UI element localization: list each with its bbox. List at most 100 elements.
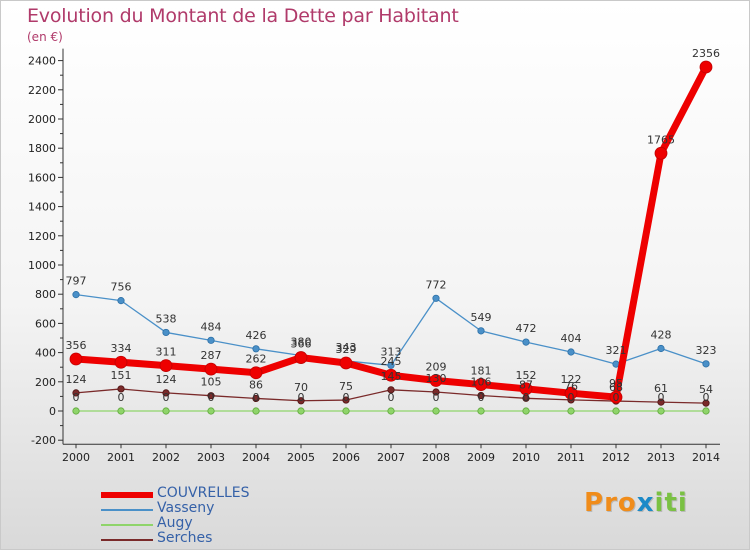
data-point-augy	[162, 407, 170, 415]
legend-label-serches: Serches	[157, 530, 213, 546]
data-point-couvrelles	[699, 60, 713, 74]
data-label-augy: 0	[658, 391, 665, 404]
legend-swatch-augy	[101, 524, 153, 526]
data-point-couvrelles	[159, 359, 173, 372]
data-label-augy: 0	[388, 391, 395, 404]
data-label-serches: 87	[519, 378, 533, 391]
data-point-augy	[207, 407, 215, 415]
y-tick-label: 2200	[28, 84, 56, 97]
data-point-serches	[117, 385, 125, 393]
data-label-augy: 0	[568, 391, 575, 404]
x-tick-label: 2000	[62, 451, 90, 464]
data-label-vasseny: 321	[606, 344, 627, 357]
y-tick-label: 1600	[28, 171, 56, 184]
data-label-serches: 106	[471, 376, 492, 389]
x-tick-label: 2014	[692, 451, 720, 464]
data-point-couvrelles	[294, 351, 308, 364]
data-label-serches: 68	[609, 381, 623, 394]
data-point-couvrelles	[114, 355, 128, 369]
logo-letter: r	[604, 488, 618, 518]
legend-swatch-couvrelles	[101, 492, 153, 498]
logo-letter: i	[677, 488, 688, 518]
data-label-couvrelles: 287	[201, 349, 222, 362]
x-tick-label: 2012	[602, 451, 630, 464]
data-point-serches	[657, 398, 665, 406]
data-point-vasseny	[162, 328, 170, 337]
x-tick-label: 2006	[332, 451, 360, 464]
data-point-vasseny	[702, 360, 710, 368]
data-label-vasseny: 772	[426, 278, 447, 291]
x-tick-label: 2001	[107, 451, 135, 464]
data-label-serches: 86	[249, 378, 263, 391]
data-label-augy: 0	[118, 391, 125, 404]
y-tick-label: 800	[35, 288, 56, 301]
data-label-serches: 105	[201, 376, 222, 389]
data-label-serches: 75	[339, 380, 353, 393]
data-point-augy	[477, 407, 485, 415]
data-label-augy: 0	[298, 391, 305, 404]
data-label-couvrelles: 366	[291, 338, 312, 351]
x-tick-label: 2008	[422, 451, 450, 464]
x-tick-label: 2003	[197, 451, 225, 464]
data-point-couvrelles	[429, 374, 443, 387]
data-label-couvrelles: 262	[246, 353, 267, 366]
data-label-augy: 0	[343, 391, 350, 404]
data-point-augy	[387, 407, 395, 415]
data-label-serches: 76	[564, 380, 578, 393]
x-tick-label: 2005	[287, 451, 315, 464]
data-point-vasseny	[117, 297, 125, 305]
chart-subtitle: (en €)	[27, 30, 63, 44]
data-label-augy: 0	[253, 391, 260, 404]
data-label-couvrelles: 245	[381, 355, 402, 368]
x-tick-label: 2002	[152, 451, 180, 464]
data-label-vasseny: 484	[201, 320, 222, 333]
data-point-vasseny	[72, 291, 80, 299]
data-point-serches	[72, 389, 80, 397]
y-tick-label: 400	[35, 347, 56, 360]
data-label-augy: 0	[73, 391, 80, 404]
y-tick-label: 200	[35, 376, 56, 389]
legend-label-couvrelles: COUVRELLES	[157, 485, 250, 501]
data-label-augy: 0	[163, 391, 170, 404]
y-tick-label: 1400	[28, 201, 56, 214]
legend-label-vasseny: Vasseny	[157, 500, 215, 516]
data-point-couvrelles	[654, 146, 668, 160]
data-label-couvrelles: 152	[516, 369, 537, 382]
data-point-augy	[657, 407, 665, 415]
data-label-serches: 61	[654, 382, 668, 395]
y-tick-label: -200	[31, 434, 56, 447]
data-point-vasseny	[207, 336, 215, 344]
data-point-augy	[117, 407, 125, 415]
data-point-vasseny	[432, 294, 440, 302]
x-tick-label: 2011	[557, 451, 585, 464]
data-label-vasseny: 343	[336, 341, 357, 354]
data-label-augy: 0	[613, 391, 620, 404]
data-point-couvrelles	[204, 362, 218, 376]
x-tick-label: 2010	[512, 451, 540, 464]
data-label-vasseny: 549	[471, 311, 492, 324]
data-label-augy: 0	[478, 391, 485, 404]
data-label-couvrelles: 311	[156, 346, 177, 359]
y-tick-label: 600	[35, 317, 56, 330]
data-point-serches	[387, 386, 395, 394]
data-point-vasseny	[387, 361, 395, 369]
data-label-vasseny: 323	[696, 344, 717, 357]
data-point-vasseny	[477, 327, 485, 335]
data-label-vasseny: 404	[561, 332, 582, 345]
data-point-couvrelles	[339, 356, 353, 370]
y-tick-label: 1000	[28, 259, 56, 272]
data-label-couvrelles: 209	[426, 360, 447, 373]
legend-label-augy: Augy	[157, 515, 193, 531]
data-point-serches	[477, 391, 485, 400]
proxiti-logo: Proxiti	[584, 488, 688, 518]
logo-letter: x	[636, 488, 655, 518]
data-point-couvrelles	[564, 386, 578, 400]
x-tick-label: 2009	[467, 451, 495, 464]
data-point-serches	[207, 392, 215, 400]
data-label-augy: 0	[433, 391, 440, 404]
data-point-serches	[252, 394, 260, 403]
data-label-vasseny: 756	[111, 281, 132, 294]
data-point-couvrelles	[519, 382, 533, 396]
data-label-augy: 0	[523, 391, 530, 404]
